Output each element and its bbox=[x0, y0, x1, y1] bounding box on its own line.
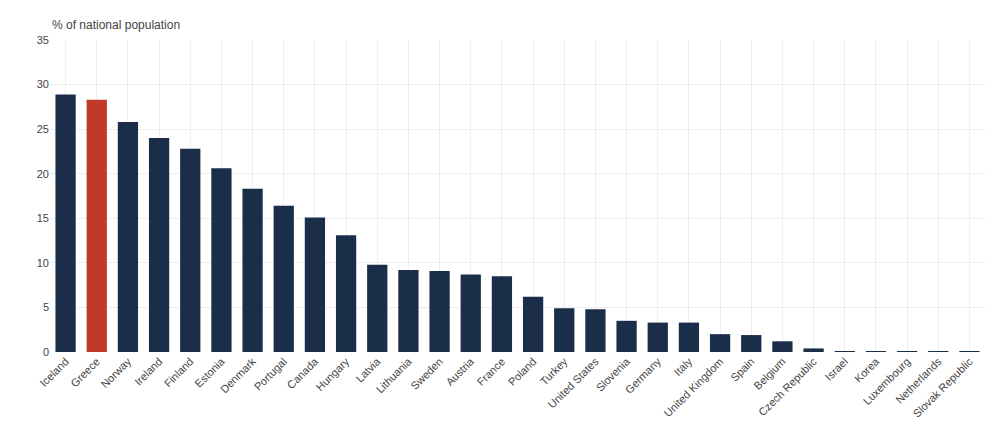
svg-text:United Kingdom: United Kingdom bbox=[662, 355, 726, 419]
svg-text:Slovenia: Slovenia bbox=[594, 355, 633, 394]
svg-text:35: 35 bbox=[37, 34, 49, 46]
svg-text:Netherlands: Netherlands bbox=[893, 355, 944, 406]
svg-text:Latvia: Latvia bbox=[353, 355, 383, 385]
svg-text:20: 20 bbox=[37, 168, 49, 180]
svg-text:Ireland: Ireland bbox=[132, 355, 164, 387]
svg-text:5: 5 bbox=[43, 301, 49, 313]
svg-text:Finland: Finland bbox=[162, 355, 196, 389]
svg-text:Canada: Canada bbox=[284, 355, 320, 391]
svg-text:France: France bbox=[475, 355, 508, 388]
svg-text:10: 10 bbox=[37, 257, 49, 269]
svg-text:Austria: Austria bbox=[443, 355, 476, 388]
svg-text:Belgium: Belgium bbox=[751, 355, 788, 392]
svg-text:Sweden: Sweden bbox=[408, 355, 445, 392]
svg-text:% of national population: % of national population bbox=[52, 18, 180, 32]
svg-text:Germany: Germany bbox=[623, 355, 664, 396]
svg-text:15: 15 bbox=[37, 212, 49, 224]
svg-text:Israel: Israel bbox=[823, 355, 851, 383]
svg-text:Estonia: Estonia bbox=[192, 355, 227, 390]
svg-text:Italy: Italy bbox=[671, 355, 694, 378]
svg-text:Hungary: Hungary bbox=[313, 355, 351, 393]
svg-text:30: 30 bbox=[37, 78, 49, 90]
svg-text:Spain: Spain bbox=[728, 355, 756, 383]
svg-text:Iceland: Iceland bbox=[37, 355, 71, 389]
svg-text:Slovak Republic: Slovak Republic bbox=[910, 355, 975, 420]
svg-text:Denmark: Denmark bbox=[218, 355, 258, 395]
svg-text:Portugal: Portugal bbox=[252, 355, 289, 392]
svg-text:United States: United States bbox=[546, 355, 602, 411]
svg-text:0: 0 bbox=[43, 346, 49, 358]
svg-text:Turkey: Turkey bbox=[538, 355, 570, 387]
svg-text:Greece: Greece bbox=[68, 355, 102, 389]
svg-text:Czech Republic: Czech Republic bbox=[756, 355, 819, 418]
svg-text:25: 25 bbox=[37, 123, 49, 135]
svg-text:Luxembourg: Luxembourg bbox=[861, 355, 913, 407]
svg-text:Lithuania: Lithuania bbox=[374, 355, 415, 396]
svg-text:Poland: Poland bbox=[506, 355, 539, 388]
svg-text:Korea: Korea bbox=[852, 355, 882, 385]
svg-text:Norway: Norway bbox=[98, 355, 133, 390]
